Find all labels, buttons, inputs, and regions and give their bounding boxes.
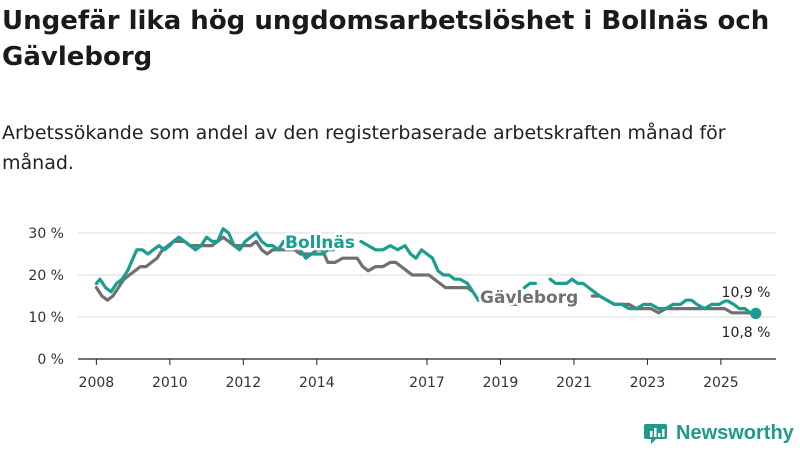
newsworthy-logo-icon [644, 424, 667, 444]
end-label-gavleborg-halo: 10,8 % [722, 325, 771, 341]
brand-logo: Newsworthy [644, 419, 794, 447]
series-line-bollnas [522, 281, 537, 290]
x-tick-label: 2008 [79, 375, 115, 391]
x-tick-label: 2019 [483, 375, 519, 391]
series-line-bollnas [359, 239, 480, 302]
x-tick-label: 2023 [630, 375, 666, 391]
y-tick-label: 10 % [28, 310, 64, 326]
end-label-bollnas-halo: 10,9 % [722, 285, 771, 301]
y-tick-label: 0 % [37, 352, 64, 368]
x-tick-label: 2012 [225, 375, 261, 391]
series-label-bollnas-halo: Bollnäs [285, 233, 355, 253]
x-tick-label: 2025 [703, 375, 739, 391]
series-line-gavleborg [94, 235, 475, 302]
series-label-gavleborg: Gävleborg [480, 288, 578, 308]
brand-name: Newsworthy [676, 421, 794, 444]
series-label-gavleborg-halo: Gävleborg [480, 288, 578, 308]
series-line-bollnas [298, 248, 335, 260]
chart-subtitle: Arbetssökande som andel av den registerb… [2, 122, 726, 174]
x-tick-label: 2014 [299, 375, 335, 391]
chart-title: Ungefär lika hög ungdomsarbetslöshet i B… [2, 6, 770, 72]
x-tick-label: 2010 [152, 375, 188, 391]
end-label-bollnas: 10,9 % [722, 285, 771, 301]
end-label-gavleborg: 10,8 % [722, 325, 771, 341]
y-tick-label: 30 % [28, 226, 64, 242]
series-line-bollnas [94, 227, 289, 294]
end-point-bollnas [750, 307, 762, 319]
series-label-bollnas: Bollnäs [285, 233, 355, 253]
y-tick-label: 20 % [28, 268, 64, 284]
x-tick-label: 2021 [556, 375, 592, 391]
x-tick-label: 2017 [409, 375, 445, 391]
series-line-bollnas [548, 277, 758, 315]
